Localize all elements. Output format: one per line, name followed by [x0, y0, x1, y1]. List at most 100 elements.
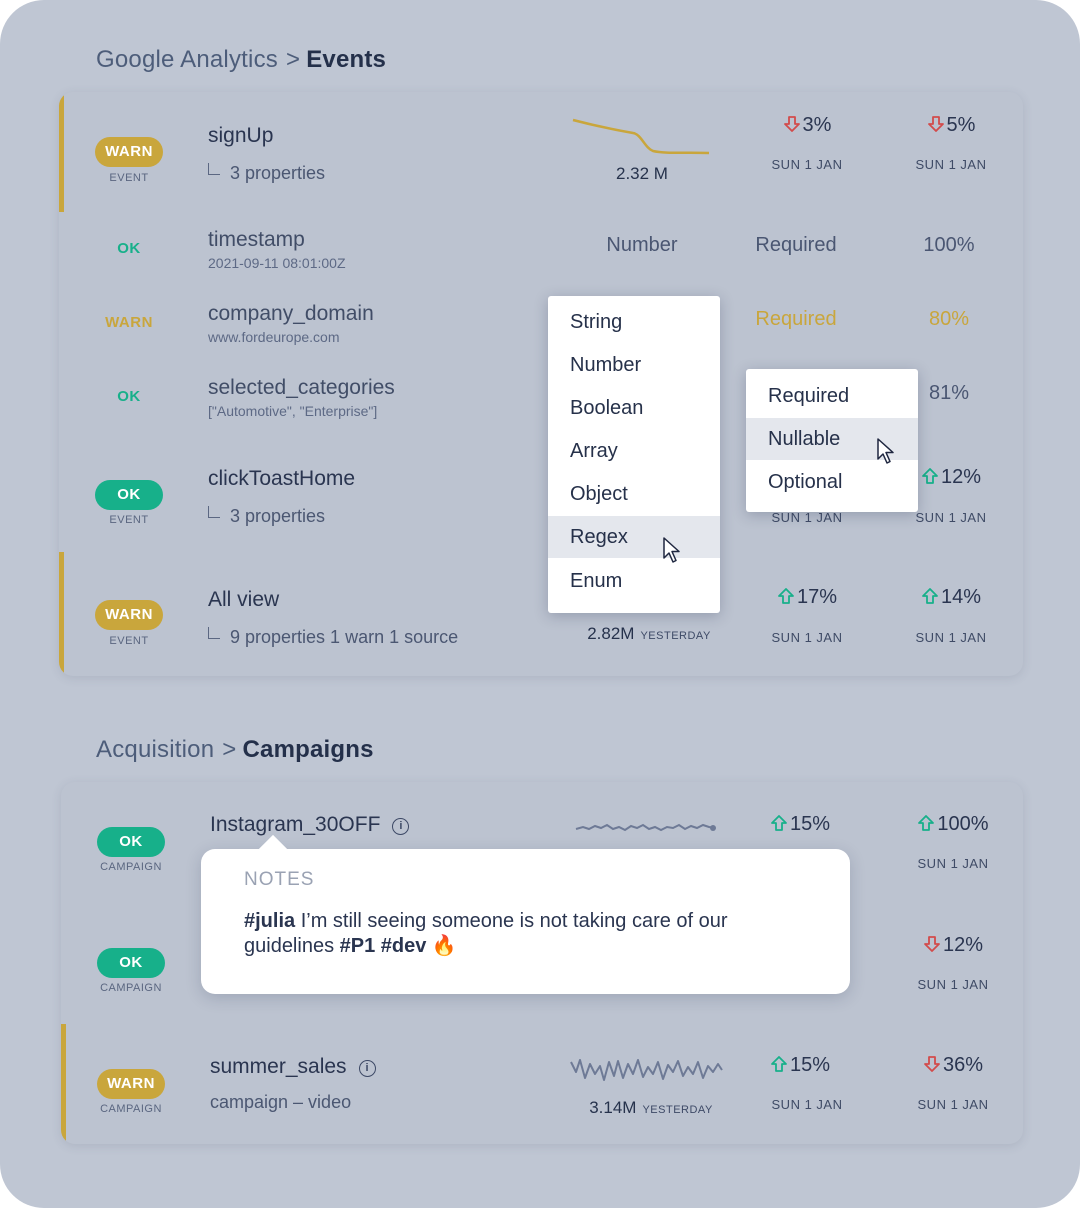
campaign-subtitle: campaign – video [210, 1092, 352, 1112]
change-value: 15% [789, 1054, 831, 1076]
change-date: SUN 1 JAN [917, 856, 989, 871]
tree-branch-icon [208, 163, 220, 175]
tree-branch-icon [208, 506, 220, 518]
type-option-array[interactable]: Array [570, 440, 618, 462]
warn-indicator-bar [59, 552, 64, 676]
arrow-down-icon [924, 936, 940, 952]
sparkline-icon [570, 1059, 723, 1081]
arrow-up-icon [771, 1056, 787, 1072]
change-date: SUN 1 JAN [917, 977, 989, 992]
requirement-option-required[interactable]: Required [768, 385, 850, 407]
info-icon[interactable]: i [392, 818, 410, 835]
change-value: 12% [940, 466, 982, 488]
change-date: SUN 1 JAN [771, 1097, 843, 1112]
mention-tag[interactable]: #julia [244, 910, 296, 932]
notes-popover: NOTES #julia I’m still seeing someone is… [201, 834, 850, 994]
arrow-down-icon [924, 1056, 940, 1072]
type-option-enum[interactable]: Enum [570, 570, 623, 592]
warn-indicator-bar [59, 92, 64, 212]
campaign-name[interactable]: Instagram_30OFF [210, 813, 381, 836]
arrow-down-icon [783, 116, 800, 132]
tree-branch-icon [208, 627, 220, 639]
breadcrumb: Acquisition > Campaigns [96, 736, 374, 764]
change-percent: 15% [750, 1054, 850, 1077]
event-total-value: 2.82M [587, 624, 635, 643]
info-icon[interactable]: i [358, 1060, 376, 1077]
arrow-up-icon [918, 815, 935, 831]
change-percent: 5% [901, 114, 1001, 137]
status-label: OK [117, 388, 141, 405]
change-percent: 14% [901, 586, 1001, 609]
sparkline-icon [572, 118, 710, 155]
event-name[interactable]: clickToastHome [208, 467, 356, 490]
property-name[interactable]: company_domain [208, 302, 374, 325]
type-option-boolean[interactable]: Boolean [570, 397, 644, 419]
event-properties-link[interactable]: 3 properties [208, 163, 325, 184]
requirement-option-optional[interactable]: Optional [768, 471, 843, 493]
change-value: 12% [942, 934, 984, 956]
event-properties-link[interactable]: 3 properties [208, 506, 325, 527]
campaign-name[interactable]: summer_sales [210, 1055, 347, 1078]
status-label: OK [117, 240, 141, 257]
type-option-object[interactable]: Object [570, 483, 628, 505]
change-date: SUN 1 JAN [915, 157, 987, 172]
notes-tags[interactable]: #P1 #dev [339, 935, 427, 957]
property-name[interactable]: timestamp [208, 228, 305, 251]
breadcrumb-parent[interactable]: Acquisition [96, 736, 215, 763]
change-percent: 17% [757, 586, 857, 609]
property-name[interactable]: selected_categories [208, 376, 395, 399]
row-kind-label: CAMPAIGN [100, 982, 162, 994]
property-type[interactable]: Number [606, 234, 678, 256]
event-total: 2.32 M [616, 164, 668, 183]
type-option-number[interactable]: Number [570, 354, 642, 376]
change-value: 36% [942, 1054, 984, 1076]
properties-count: 3 properties [230, 506, 326, 526]
status-badge: OK [97, 948, 165, 978]
breadcrumb-current: Events [306, 46, 387, 73]
change-value: 5% [946, 114, 976, 136]
requirement-dropdown-menu: Required Nullable Optional [746, 369, 918, 512]
campaign-total-period: YESTERDAY [642, 1104, 713, 1116]
status-label: WARN [105, 314, 153, 331]
event-properties-link[interactable]: 9 properties 1 warn 1 source [208, 627, 458, 648]
change-percent: 100% [903, 813, 1003, 836]
change-date: SUN 1 JAN [771, 630, 843, 645]
status-badge: WARN [95, 600, 163, 630]
status-badge: WARN [97, 1069, 165, 1099]
change-date: SUN 1 JAN [771, 510, 843, 525]
properties-count: 3 properties [230, 163, 326, 183]
property-coverage: 80% [928, 308, 970, 330]
property-requirement[interactable]: Required [755, 308, 837, 330]
arrow-down-icon [927, 116, 944, 132]
change-date: SUN 1 JAN [917, 1097, 989, 1112]
notes-body: #julia I’m still seeing someone is not t… [244, 909, 784, 959]
cursor-icon [877, 438, 894, 464]
campaign-name-row: Instagram_30OFF i [210, 813, 410, 837]
property-example: www.fordeurope.com [208, 329, 340, 345]
row-kind-label: EVENT [109, 172, 149, 184]
change-date: SUN 1 JAN [915, 630, 987, 645]
change-value: 17% [796, 586, 838, 608]
type-dropdown-menu: String Number Boolean Array Object Regex… [548, 296, 720, 613]
row-kind-label: CAMPAIGN [100, 1103, 162, 1115]
campaign-name-row: summer_sales i [210, 1055, 376, 1079]
status-badge: OK [97, 827, 165, 857]
notes-text: I’m still seeing someone is not taking c… [244, 910, 728, 957]
event-name[interactable]: All view [208, 588, 280, 611]
property-requirement[interactable]: Required [755, 234, 837, 256]
row-kind-label: EVENT [109, 635, 149, 647]
type-option-regex[interactable]: Regex [548, 516, 720, 558]
row-kind-label: EVENT [109, 514, 149, 526]
type-option-string[interactable]: String [570, 311, 623, 333]
event-name[interactable]: signUp [208, 124, 274, 147]
breadcrumb-parent[interactable]: Google Analytics [96, 46, 278, 73]
property-example: 2021-09-11 08:01:00Z [208, 255, 346, 271]
change-percent: 36% [903, 1054, 1003, 1077]
change-date: SUN 1 JAN [915, 510, 987, 525]
status-badge: WARN [95, 137, 163, 167]
change-percent: 12% [901, 466, 1001, 489]
breadcrumb: Google Analytics > Events [96, 46, 386, 74]
arrow-up-icon [922, 468, 938, 484]
change-value: 15% [789, 813, 831, 835]
